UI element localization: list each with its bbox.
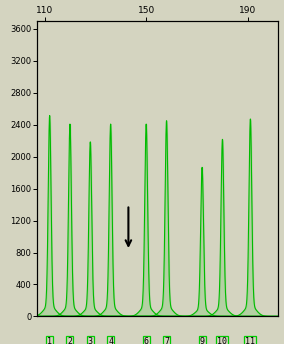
Text: 3: 3	[88, 337, 93, 344]
Text: 6: 6	[144, 337, 149, 344]
Text: 11: 11	[245, 337, 255, 344]
Text: 10: 10	[218, 337, 227, 344]
Text: 4: 4	[108, 337, 113, 344]
Text: 2: 2	[68, 337, 72, 344]
Text: 7: 7	[164, 337, 169, 344]
Text: 9: 9	[200, 337, 204, 344]
Text: 1: 1	[47, 337, 52, 344]
